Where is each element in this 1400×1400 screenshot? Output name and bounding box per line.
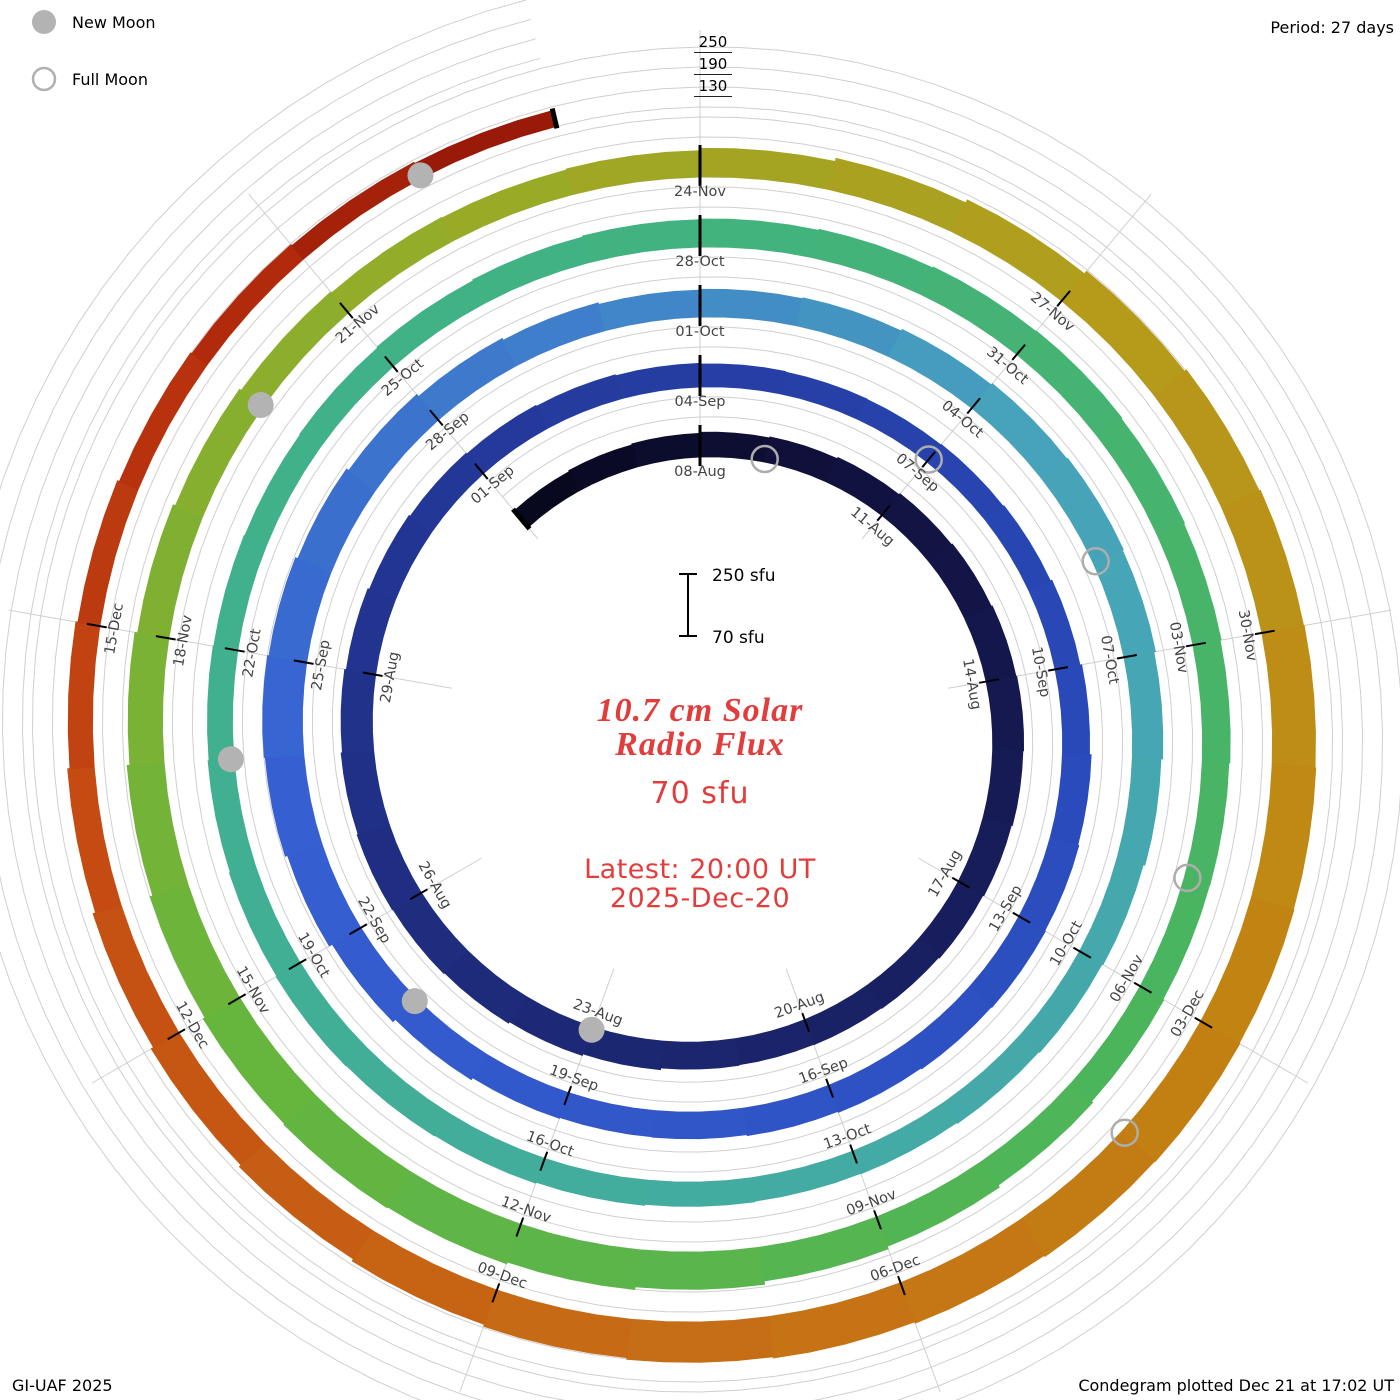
scale-max-label: 250 sfu [712,566,775,586]
flux-spiral-bars [67,110,1317,1363]
flux-scale-indicator: 250 sfu 70 sfu [679,566,775,648]
latest-reading: Latest: 20:00 UT 2025-Dec-20 [584,855,816,913]
scale-min-label: 70 sfu [712,628,765,648]
date-label: 14-Aug [959,657,984,711]
full-moon-icon [31,66,57,92]
new-moon-marker [247,392,274,418]
grid-spiral [0,18,1384,1400]
full-moon-marker [914,445,943,474]
date-label: 24-Nov [674,184,726,200]
grid-spoke [948,609,1392,689]
full-moon-legend-row: Full Moon [30,65,156,93]
new-moon-legend-label: New Moon [72,12,156,32]
new-moon-marker [217,746,244,773]
date-label: 28-Oct [675,254,724,270]
radial-scale-190: 190 [694,55,732,75]
date-label: 18-Nov [171,614,196,668]
date-label: 30-Nov [1235,609,1260,663]
full-moon-marker [1081,547,1110,576]
chart-title-line2: Radio Flux [615,726,785,763]
new-moon-marker [401,988,428,1015]
spiral-end-cap [549,107,560,129]
spiral-end-cap [511,507,532,531]
date-label: 08-Aug [674,464,726,480]
date-label: 10-Sep [1028,645,1053,698]
date-label: 22-Oct [240,627,264,678]
new-moon-legend-row: New Moon [30,8,156,36]
latest-time-label: Latest: 20:00 UT [584,854,816,885]
current-flux-value: 70 sfu [650,776,750,811]
date-label: 03-Nov [1166,621,1191,675]
radial-flux-scale: 250 190 130 [694,33,732,99]
moon-phase-markers [217,162,1202,1147]
chart-title-block: 10.7 cm Solar Radio Flux 70 sfu Latest: … [584,692,816,914]
period-label: Period: 27 days [1270,18,1394,37]
new-moon-marker [578,1016,605,1043]
date-label: 04-Sep [674,394,725,410]
date-label: 25-Sep [309,639,334,692]
new-moon-icon [32,10,56,34]
chart-title-line1: 10.7 cm Solar [596,692,804,729]
moon-phase-legend: New Moon Full Moon [30,8,156,122]
date-label: 07-Oct [1097,634,1121,685]
radial-scale-130: 130 [694,77,732,97]
date-ticks [86,107,1275,1303]
date-label: 15-Dec [102,602,127,656]
full-moon-marker [750,444,779,474]
new-moon-marker [407,162,434,189]
credit-label: GI-UAF 2025 [12,1376,113,1395]
grid-spoke [861,193,1152,540]
latest-date-label: 2025-Dec-20 [609,883,791,915]
radial-scale-250: 250 [694,33,732,53]
full-moon-marker [1110,1118,1139,1147]
date-label: 29-Aug [378,651,403,705]
plotted-timestamp-label: Condegram plotted Dec 21 at 17:02 UT [1078,1376,1394,1395]
date-label: 01-Oct [675,324,724,340]
full-moon-marker [1173,863,1202,893]
full-moon-legend-label: Full Moon [72,69,148,89]
